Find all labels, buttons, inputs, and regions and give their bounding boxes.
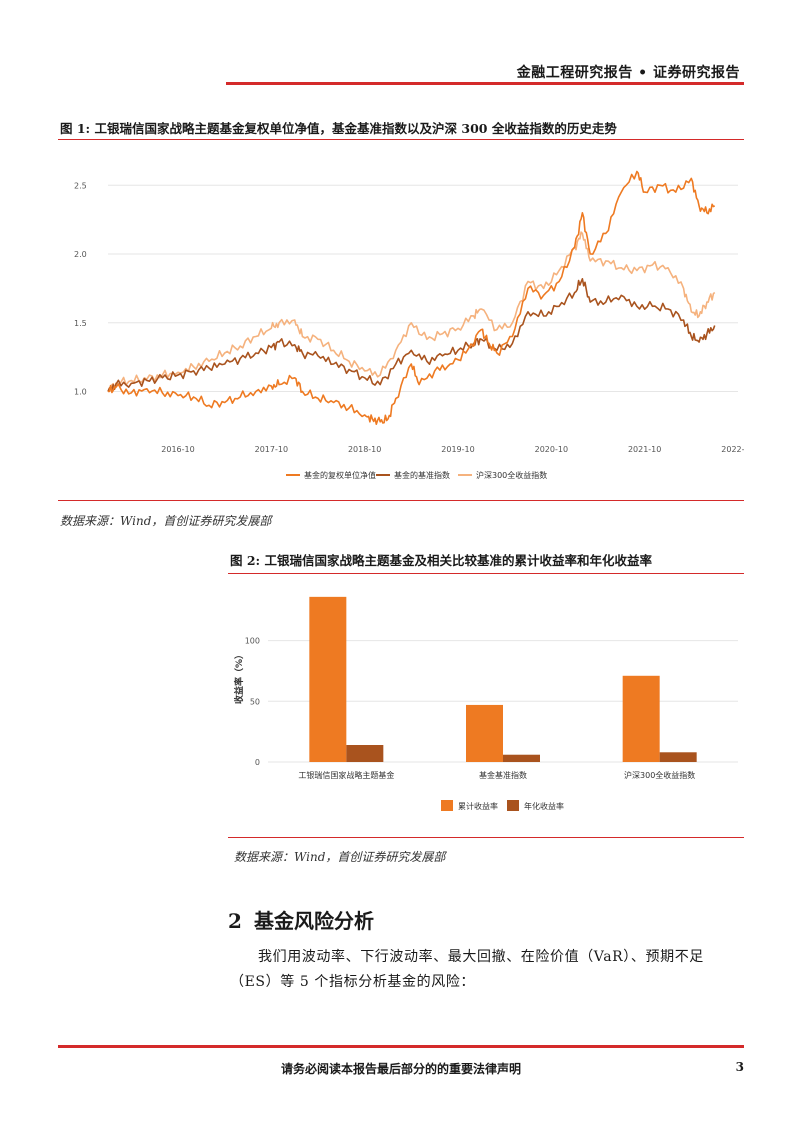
chart2-legend-swatch — [507, 800, 519, 811]
chart1-series-line-2 — [107, 278, 716, 392]
chart1-y-tick-labels: 1.0 1.5 2.0 2.5 — [74, 181, 87, 396]
chart2-y-tick-label: 50 — [250, 697, 260, 706]
chart2-category-label: 工银瑞信国家战略主题基金 — [298, 770, 394, 780]
chart1-y-tick-label: 1.0 — [74, 388, 87, 397]
chart2-category-label: 基金基准指数 — [479, 770, 527, 780]
chart1-series-lines — [107, 170, 716, 426]
chart2-bar-3-2 — [659, 752, 697, 762]
chart1-legend-label: 基金的复权单位净值 — [304, 470, 376, 480]
figure2-bar-chart: 0 50 100 收益率（%） 工银瑞信国家战略主题基金 基金基准指数 沪深300全收益… — [233, 596, 738, 811]
chart1-x-tick-labels: 2016-10 2017-10 2018-10 2019-10 2020-10 2021-… — [161, 445, 744, 454]
chart2-y-tick-label: 0 — [255, 758, 260, 767]
chart2-bar-2-1 — [466, 704, 503, 762]
figure2-bottom-rule — [228, 837, 744, 838]
report-header-title: 金融工程研究报告 • 证券研究报告 — [516, 65, 740, 81]
chart2-y-axis-label: 收益率（%） — [233, 650, 245, 704]
chart2-bar-1-1 — [309, 596, 347, 762]
figure1-line-chart: 1.0 1.5 2.0 2.5 2016-10 2017-10 2018-10 2019-1… — [74, 170, 744, 480]
section-heading: 2 基金风险分析 — [228, 905, 374, 934]
chart1-series-line-1 — [107, 170, 716, 426]
figure2-title: 图 2: 工银瑞信国家战略主题基金及相关比较基准的累计收益率和年化收益率 — [230, 553, 653, 568]
chart2-category-labels: 工银瑞信国家战略主题基金 基金基准指数 沪深300全收益指数 — [298, 770, 695, 780]
chart2-legend: 累计收益率 年化收益率 — [441, 800, 564, 811]
chart2-legend-label: 年化收益率 — [524, 801, 564, 811]
chart1-x-tick-label: 2020-10 — [535, 445, 568, 454]
chart1-y-tick-label: 1.5 — [74, 319, 87, 328]
header-divider — [226, 82, 744, 85]
chart2-y-axis-label-group: 收益率（%） — [233, 650, 245, 704]
section-paragraph: 我们用波动率、下行波动率、最大回撤、在险价值（VaR）、预期不足（ES）等 5 … — [230, 949, 704, 990]
chart1-y-tick-label: 2.5 — [74, 181, 87, 190]
section-number: 2 — [228, 909, 242, 933]
chart1-x-tick-label: 2017-10 — [255, 445, 288, 454]
chart2-bar-1-2 — [346, 745, 384, 762]
footer-divider — [58, 1045, 744, 1048]
chart1-legend-label: 沪深300全收益指数 — [476, 470, 547, 480]
chart1-y-tick-label: 2.0 — [74, 250, 87, 259]
figure2-top-rule — [228, 573, 744, 574]
chart2-y-tick-labels: 0 50 100 — [245, 637, 260, 767]
chart1-x-tick-label: 2016-10 — [161, 445, 194, 454]
chart2-category-label: 沪深300全收益指数 — [624, 770, 695, 780]
chart1-x-tick-label: 2021-10 — [628, 445, 661, 454]
figure1-title: 图 1: 工银瑞信国家战略主题基金复权单位净值，基金基准指数以及沪深 300 全… — [60, 121, 617, 136]
chart2-bar-3-1 — [622, 675, 660, 762]
chart2-legend-swatch — [441, 800, 453, 811]
chart1-gridlines — [108, 184, 738, 392]
chart1-series-line-3 — [107, 231, 716, 392]
section-title: 基金风险分析 — [254, 909, 374, 933]
chart1-x-tick-label: 2022-10 — [721, 445, 744, 454]
chart2-bars — [309, 596, 697, 762]
chart1-legend-label: 基金的基准指数 — [394, 470, 450, 480]
chart1-legend: 基金的复权单位净值 基金的基准指数 沪深300全收益指数 — [286, 470, 547, 480]
chart2-y-tick-label: 100 — [245, 637, 260, 646]
page-number: 3 — [735, 1060, 744, 1074]
chart2-legend-label: 累计收益率 — [458, 801, 498, 811]
chart1-x-tick-label: 2019-10 — [441, 445, 474, 454]
figure1-source: 数据来源：Wind，首创证券研究发展部 — [60, 514, 272, 528]
chart1-x-tick-label: 2018-10 — [348, 445, 381, 454]
footer-legal-notice: 请务必阅读本报告最后部分的的重要法律声明 — [280, 1062, 521, 1076]
figure2-source: 数据来源：Wind，首创证券研究发展部 — [234, 850, 446, 864]
figure1-top-rule — [58, 139, 744, 140]
figure1-bottom-rule — [58, 500, 744, 501]
chart2-bar-2-2 — [503, 754, 540, 762]
